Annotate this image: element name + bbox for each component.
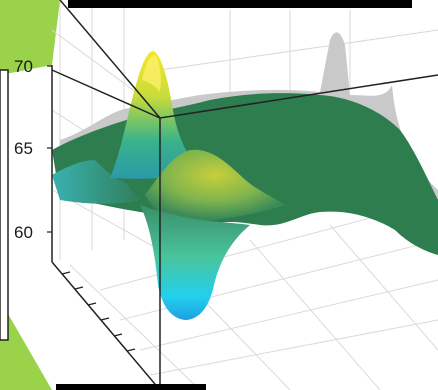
floor-tick-marks xyxy=(61,271,136,352)
z-tick-label-60: 60 xyxy=(14,223,33,242)
box-back-diagonal xyxy=(59,0,161,119)
z-tick-label-70: 70 xyxy=(14,57,33,76)
surface-peak-highlight xyxy=(142,55,161,92)
bottom-strip xyxy=(56,384,206,390)
box-floor-edge xyxy=(51,261,161,390)
left-panel-strip xyxy=(0,69,9,341)
z-tick-label-65: 65 xyxy=(14,139,33,158)
surface-trough xyxy=(140,205,250,320)
surface-secondary-bump xyxy=(145,149,285,222)
top-strip xyxy=(68,0,412,8)
z-tick-marks xyxy=(47,65,52,233)
surface-left-lobe xyxy=(52,160,140,204)
